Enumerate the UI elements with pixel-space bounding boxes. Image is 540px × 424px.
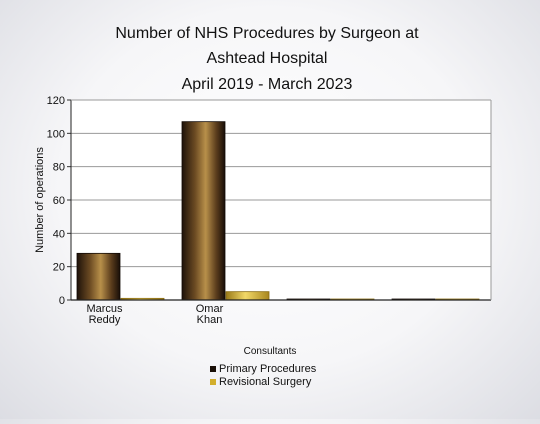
x-tick-label: Marcus [86,303,123,315]
bar-revisional-surgery [225,291,270,301]
legend-label: Primary Procedures [219,363,317,375]
x-tick-label: Omar [196,303,224,315]
y-tick-label: 20 [53,262,65,274]
y-axis-title: Number of operations [34,147,46,253]
chart-title-line: Ashtead Hospital [207,50,328,67]
y-tick-label: 120 [47,95,65,107]
x-axis-title: Consultants [244,346,297,357]
bar-primary-procedures [76,252,121,301]
y-tick-label: 60 [53,195,65,207]
y-tick-label: 80 [53,162,65,174]
chart-title: Number of NHS Procedures by Surgeon at As… [115,25,419,93]
legend-swatch [210,379,216,385]
chart-title-line: Number of NHS Procedures by Surgeon at [115,25,419,42]
chart-title-line: April 2019 - March 2023 [182,76,353,93]
legend-swatch [210,366,216,372]
y-tick-label: 100 [47,128,65,140]
legend-label: Revisional Surgery [219,376,312,388]
x-tick-label: Reddy [89,314,121,326]
y-tick-label: 0 [59,295,65,307]
bar-primary-procedures [181,121,226,301]
y-tick-label: 40 [53,228,65,240]
x-tick-label: Khan [197,314,223,326]
